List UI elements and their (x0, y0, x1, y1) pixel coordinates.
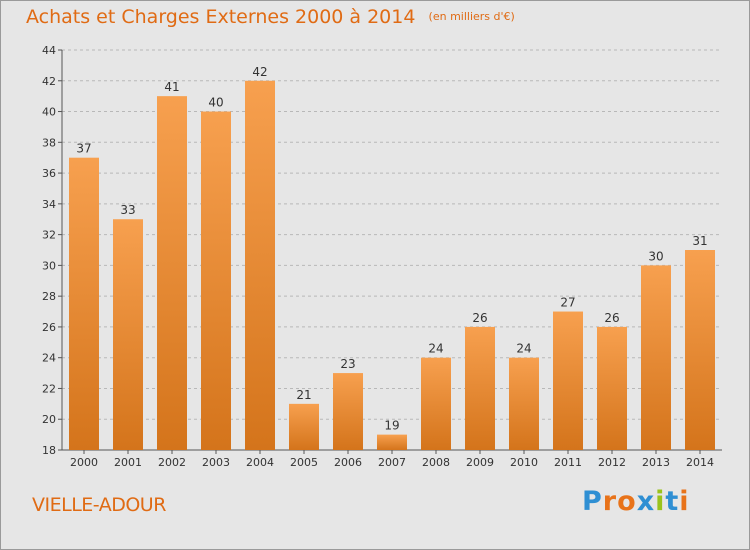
y-tick-label: 20 (42, 413, 56, 426)
x-tick-label-2008: 2008 (422, 456, 450, 469)
bar-2007 (377, 434, 407, 450)
value-label-2010: 24 (516, 342, 531, 356)
value-label-2007: 19 (384, 419, 399, 433)
bar-2008 (421, 357, 451, 450)
y-tick-label: 28 (42, 290, 56, 303)
value-label-2012: 26 (604, 311, 619, 325)
proxiti-logo[interactable]: Proxiti (582, 486, 690, 517)
bar-2000 (69, 157, 99, 450)
x-tick-labels: 2000 2001 2002 2003 2004 2005 2006 2007 2008 2009… (70, 456, 714, 469)
bar-2003 (201, 111, 231, 451)
y-tick-label: 40 (42, 106, 56, 119)
commune-name: VIELLE-ADOUR (32, 494, 166, 516)
y-tick-label: 44 (42, 44, 56, 57)
value-label-2013: 30 (648, 249, 663, 263)
x-tick-label-2010: 2010 (510, 456, 538, 469)
value-labels: 37 33 41 40 42 21 23 19 24 26 24 27 26 30 31 (76, 65, 707, 433)
logo-letter: i (655, 486, 666, 517)
logo-letter: P (582, 486, 603, 517)
y-tick-label: 38 (42, 136, 56, 149)
bar-2004 (245, 80, 275, 451)
value-label-2004: 42 (252, 65, 267, 79)
logo-letter: o (617, 486, 637, 517)
y-tick-label: 30 (42, 259, 56, 272)
value-label-2003: 40 (208, 96, 223, 110)
x-tick-label-2005: 2005 (290, 456, 318, 469)
y-tick-label: 22 (42, 382, 56, 395)
y-tick-label: 36 (42, 167, 56, 180)
y-tick-label: 32 (42, 229, 56, 242)
logo-letter: x (636, 486, 656, 517)
x-tick-label-2012: 2012 (598, 456, 626, 469)
title-row: Achats et Charges Externes 2000 à 2014 (… (26, 6, 515, 28)
bar-2010 (509, 357, 539, 450)
x-tick-label-2007: 2007 (378, 456, 406, 469)
y-tick-label: 34 (42, 198, 56, 211)
x-tick-label-2002: 2002 (158, 456, 186, 469)
chart-unit: (en milliers d'€) (428, 10, 515, 23)
value-label-2002: 41 (164, 80, 179, 94)
value-label-2001: 33 (120, 203, 135, 217)
value-label-2009: 26 (472, 311, 487, 325)
x-tick-label-2004: 2004 (246, 456, 274, 469)
y-tick-label: 24 (42, 352, 56, 365)
bar-2014 (685, 250, 715, 450)
x-tick-label-2006: 2006 (334, 456, 362, 469)
value-label-2000: 37 (76, 142, 91, 156)
logo-letter: i (679, 486, 690, 517)
y-tick-label: 18 (42, 444, 56, 457)
value-label-2011: 27 (560, 296, 575, 310)
bar-2002 (157, 96, 187, 451)
x-tick-label-2009: 2009 (466, 456, 494, 469)
x-tick-label-2013: 2013 (642, 456, 670, 469)
value-label-2005: 21 (296, 388, 311, 402)
value-label-2014: 31 (692, 234, 707, 248)
x-tick-label-2000: 2000 (70, 456, 98, 469)
bar-2006 (333, 373, 363, 450)
y-tick-label: 42 (42, 75, 56, 88)
x-tick-label-2001: 2001 (114, 456, 142, 469)
bar-2012 (597, 326, 627, 450)
y-tick-label: 26 (42, 321, 56, 334)
bar-2011 (553, 311, 583, 450)
y-tick-labels: 18 20 22 24 26 28 30 32 34 36 38 40 42 44 (42, 44, 56, 457)
x-tick-label-2014: 2014 (686, 456, 714, 469)
value-label-2008: 24 (428, 342, 443, 356)
chart-title: Achats et Charges Externes 2000 à 2014 (26, 6, 416, 28)
logo-letter: r (602, 486, 618, 517)
value-label-2006: 23 (340, 357, 355, 371)
x-tick-label-2011: 2011 (554, 456, 582, 469)
logo-letter: t (665, 486, 680, 517)
bars (69, 80, 715, 451)
bar-2009 (465, 326, 495, 450)
x-tick-label-2003: 2003 (202, 456, 230, 469)
bar-2001 (113, 219, 143, 450)
bar-2005 (289, 403, 319, 450)
bar-2013 (641, 265, 671, 450)
